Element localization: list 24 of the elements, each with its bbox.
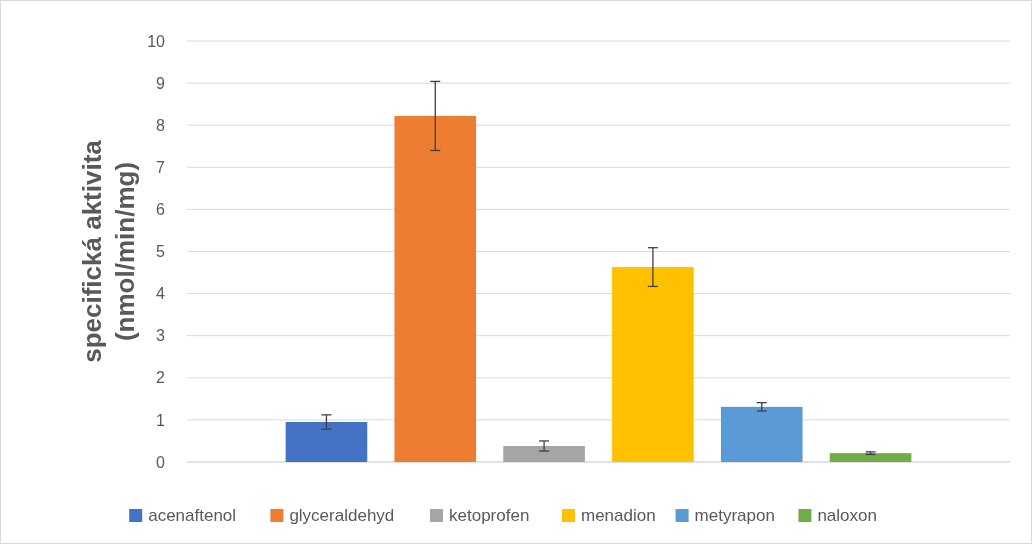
y-axis-title: specifická aktivita (nmol/min/mg) [77,139,140,363]
bar [829,453,912,462]
bar [285,422,368,462]
y-tick-label: 1 [156,411,166,429]
bar [503,446,585,462]
legend-label: menadion [581,506,656,526]
legend-label: ketoprofen [449,506,530,526]
bar [720,406,803,462]
y-tick-label: 5 [156,243,166,261]
legend-label: metyrapon [694,506,775,526]
legend-label: naloxon [817,506,877,526]
y-tick-label: 0 [156,453,166,471]
y-tick-label: 2 [156,369,166,387]
y-tick-label: 7 [156,158,166,176]
y-tick-label: 4 [156,285,166,303]
y-tick-label: 9 [156,74,166,92]
legend-label: glyceraldehyd [289,506,395,526]
y-tick-label: 6 [156,201,166,218]
bar [394,115,477,462]
y-tick-label: 3 [156,327,166,345]
y-tick-label: 10 [147,32,166,50]
legend-label: acenaftenol [148,506,237,526]
y-tick-label: 8 [156,116,166,134]
bar [612,267,694,462]
